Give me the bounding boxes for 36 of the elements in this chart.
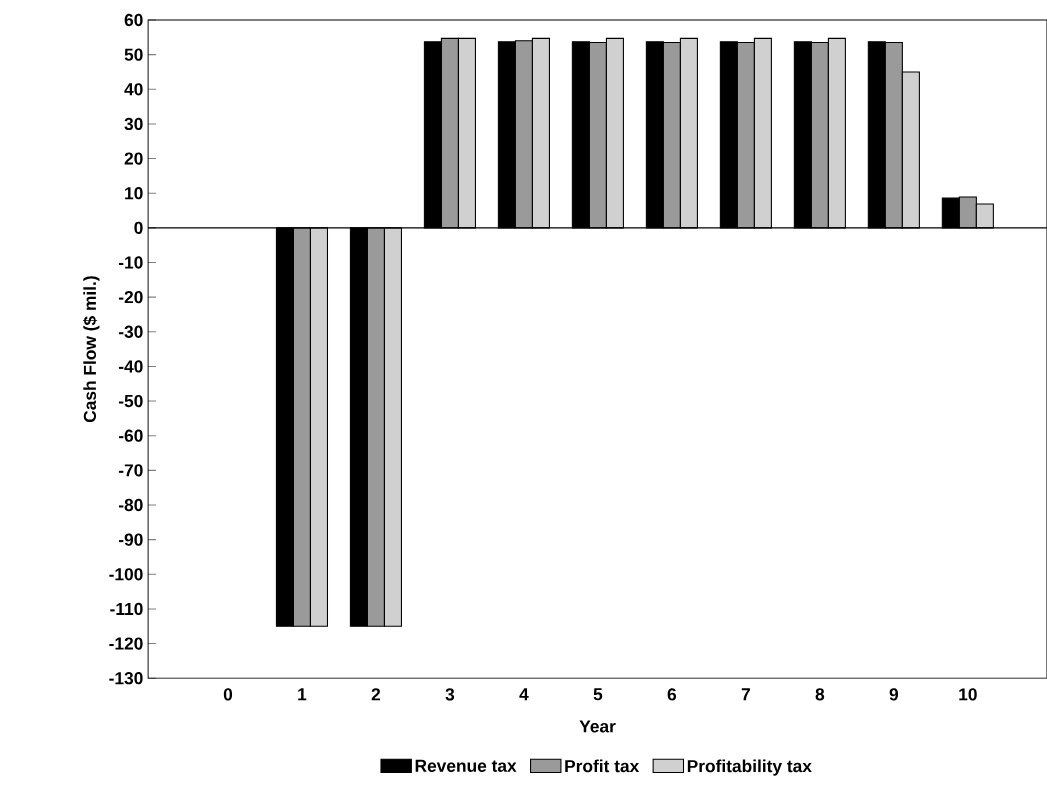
y-tick-label: -20 (118, 291, 143, 304)
y-tick-label: -130 (109, 672, 143, 685)
x-tick-label: 5 (593, 688, 603, 701)
y-tick-label: 60 (124, 13, 143, 27)
y-tick-label: -10 (118, 256, 143, 269)
y-tick-label: -110 (110, 602, 143, 616)
x-tick-label: 0 (223, 688, 233, 701)
x-tick-label: 7 (741, 688, 750, 701)
y-tick-label: 10 (125, 187, 143, 200)
y-tick-label: -40 (118, 360, 143, 373)
y-axis-title: Cash Flow ($ mil.) (83, 276, 100, 423)
x-tick-label: 2 (371, 688, 381, 701)
x-tick-label: 1 (298, 688, 307, 701)
legend-label: Profit tax (565, 759, 640, 773)
x-tick-label: 4 (519, 688, 529, 701)
y-tick-label: -70 (118, 464, 143, 477)
y-tick-label: -60 (118, 429, 143, 442)
y-tick-label: 40 (124, 83, 143, 96)
y-tick-label: 0 (134, 221, 143, 235)
y-tick-label: -120 (109, 637, 143, 650)
x-tick-label: 9 (889, 688, 899, 701)
y-tick-label: -100 (109, 568, 143, 581)
y-tick-label: -80 (118, 498, 143, 512)
legend-label: Revenue tax (415, 759, 517, 772)
y-tick-label: -90 (118, 533, 143, 546)
legend-label: Profitability tax (687, 759, 812, 776)
x-axis-title: Year (579, 720, 616, 733)
y-tick-label: -30 (118, 325, 143, 338)
y-tick-label: 30 (124, 117, 143, 131)
x-tick-label: 10 (959, 688, 977, 701)
y-tick-label: 20 (124, 152, 143, 165)
x-tick-label: 8 (815, 688, 825, 701)
y-tick-label: -50 (118, 394, 143, 408)
y-tick-label: 50 (124, 48, 143, 61)
x-tick-label: 6 (667, 688, 677, 701)
x-tick-label: 3 (445, 688, 455, 701)
